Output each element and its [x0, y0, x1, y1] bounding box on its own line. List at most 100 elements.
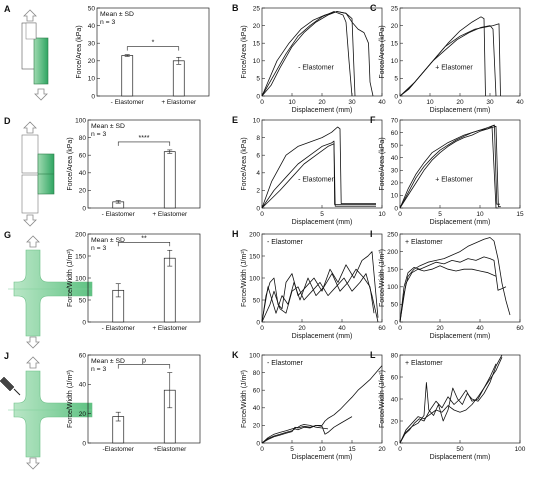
y-tick-label: 10	[391, 58, 399, 65]
bar-panel-3: 0 50 100 150 200 Force/Width (J/m²) - Elastome…	[67, 231, 201, 332]
x-tick-label: 15	[516, 211, 524, 218]
bar-category-label: -Elastomer	[103, 446, 135, 453]
y-tick-label: 0	[256, 319, 260, 326]
bar-category-label: + Elastomer	[161, 99, 197, 106]
y-tick-label: 40	[79, 170, 87, 177]
x-tick-label: 50	[456, 446, 464, 453]
panel-label-i: I	[370, 229, 373, 239]
series-line-1	[261, 251, 379, 323]
axes-frame	[96, 7, 210, 97]
x-tick-label: 0	[260, 325, 264, 332]
series-line-2	[399, 256, 507, 323]
y-tick-label: 150	[387, 267, 398, 274]
axes-frame	[399, 119, 521, 209]
x-tick-label: 0	[398, 211, 402, 218]
y-tick-label: 25	[253, 5, 261, 12]
y-axis-label: Force/Area (kPa)	[379, 25, 386, 78]
series-line-3	[261, 11, 356, 97]
bar-panel-4: 0 20 40 60 Force/Width (J/m²) -Elastomer +Elas…	[67, 352, 201, 453]
stats-annotation: Mean ± SD	[91, 123, 125, 130]
bar-category-label: + Elastomer	[152, 211, 188, 218]
arrow-up-icon	[26, 235, 40, 248]
y-axis-label: Force/Width (J/m²)	[241, 370, 248, 428]
stats-annotation: n = 3	[91, 245, 107, 252]
y-tick-label: 20	[391, 23, 399, 30]
panel-label-d: D	[4, 116, 11, 126]
series-line-1	[261, 11, 374, 97]
series-line-3	[261, 143, 376, 209]
y-tick-label: 15	[391, 41, 399, 48]
y-tick-label: 20	[79, 411, 87, 418]
y-tick-label: 100	[249, 352, 260, 359]
lap-shear-icon	[21, 9, 49, 101]
bar-1	[121, 55, 134, 97]
series-line-1	[261, 365, 383, 444]
y-tick-label: 20	[253, 23, 261, 30]
x-axis-label: Displacement (mm)	[292, 219, 353, 226]
y-tick-label: 80	[253, 370, 261, 377]
y-axis-label: Force/Width (J/m²)	[241, 249, 248, 307]
x-axis-label: Displacement (mm)	[430, 107, 491, 114]
x-axis-label: Displacement (mm)	[292, 333, 353, 340]
x-tick-label: 20	[298, 325, 306, 332]
curve-panel-k: 0 20 40 60 80 100 0 5 10 15 20 Displacement (mm) For…	[232, 350, 386, 461]
panel-label-c: C	[370, 3, 377, 13]
y-tick-label: 0	[82, 205, 86, 212]
bar-2	[163, 257, 176, 323]
bar-category-label: + Elastomer	[152, 325, 188, 332]
significance-label: **	[141, 235, 147, 242]
y-tick-label: 60	[79, 352, 87, 359]
curve-panel-i: 0 50 100 150 200 250 0 20 40 60 Displacement (mm) F…	[370, 229, 524, 340]
series-line-3	[261, 424, 329, 444]
legend-label: - Elastomer	[298, 65, 334, 72]
panel-label-j: J	[4, 351, 9, 361]
x-tick-label: 10	[426, 99, 434, 106]
series-line-1	[261, 126, 376, 209]
y-tick-label: 100	[387, 284, 398, 291]
y-tick-label: 40	[391, 396, 399, 403]
x-tick-label: 10	[318, 446, 326, 453]
series-line-2	[261, 268, 375, 323]
legend-label: + Elastomer	[405, 360, 443, 367]
panel-label-l: L	[370, 350, 376, 360]
x-axis-label: Displacement (mm)	[292, 107, 353, 114]
y-tick-label: 6	[256, 153, 260, 160]
x-tick-label: 30	[486, 99, 494, 106]
y-tick-label: 50	[88, 5, 96, 12]
y-tick-label: 80	[391, 352, 399, 359]
y-tick-label: 20	[79, 188, 87, 195]
series-line-3	[261, 273, 379, 323]
x-tick-label: 15	[348, 446, 356, 453]
y-tick-label: 20	[391, 418, 399, 425]
series-line-1	[399, 125, 499, 209]
panel-label-e: E	[232, 115, 238, 125]
y-tick-label: 30	[391, 168, 399, 175]
y-tick-label: 20	[88, 58, 96, 65]
y-tick-label: 4	[256, 170, 260, 177]
axes-frame	[261, 119, 383, 209]
series-line-2	[399, 363, 497, 444]
y-tick-label: 25	[391, 5, 399, 12]
y-tick-label: 40	[79, 382, 87, 389]
significance-bracket	[126, 46, 180, 51]
x-tick-label: 60	[516, 325, 524, 332]
series-line-2	[261, 416, 353, 444]
y-tick-label: 100	[249, 275, 260, 282]
bar-category-label: +Elastomer	[153, 446, 187, 453]
significance-label: ****	[139, 135, 150, 142]
y-tick-label: 20	[253, 423, 261, 430]
probe-tip	[13, 388, 21, 396]
axes-frame	[261, 7, 383, 97]
x-axis-label: Displacement (mm)	[430, 333, 491, 340]
y-tick-label: 150	[75, 253, 86, 260]
y-axis-label: Force/Width (J/m²)	[67, 370, 74, 428]
stats-annotation: n = 3	[91, 131, 107, 138]
y-tick-label: 0	[91, 93, 95, 100]
arrow-down-icon	[26, 336, 40, 349]
y-tick-label: 50	[79, 297, 87, 304]
axes-frame	[87, 354, 201, 444]
y-tick-label: 100	[75, 117, 86, 124]
series-line-3	[399, 25, 497, 97]
y-tick-label: 0	[256, 93, 260, 100]
